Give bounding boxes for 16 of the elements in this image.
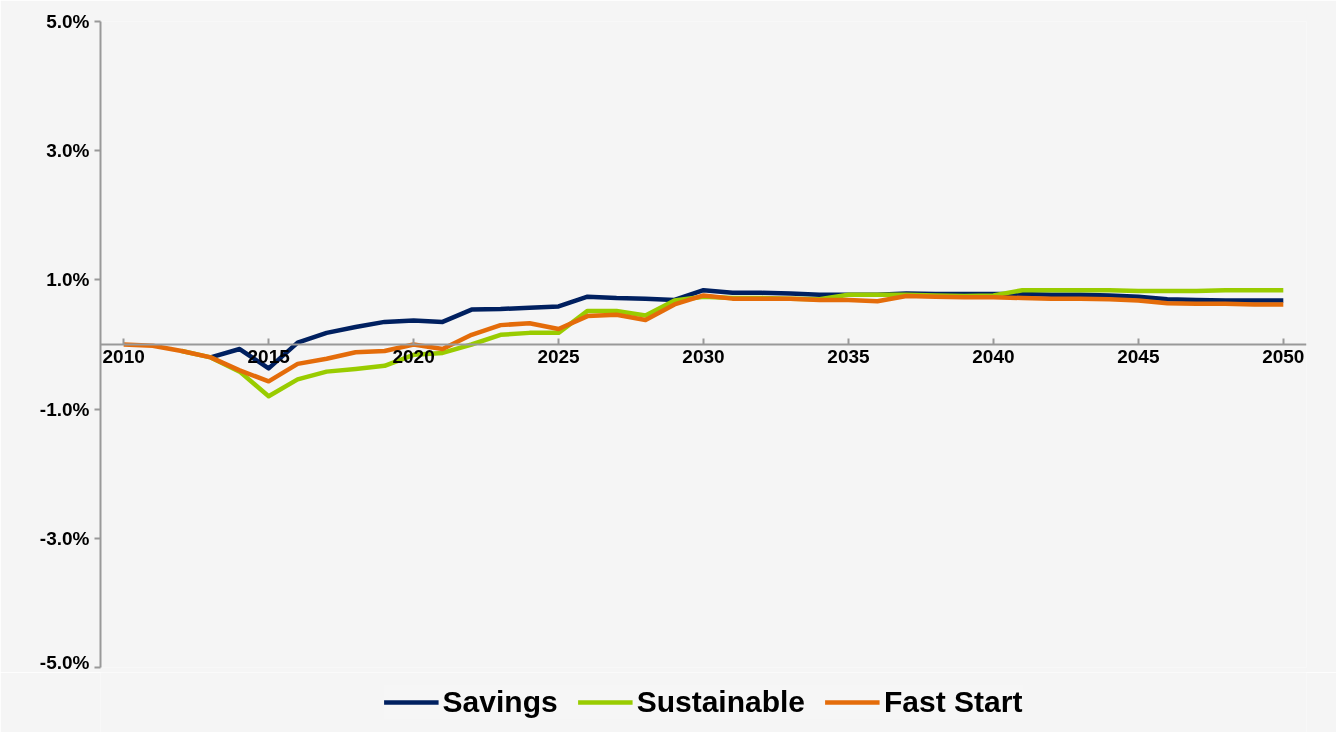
x-tick-label: 2010 <box>102 345 145 367</box>
y-tick-label: 5.0% <box>46 11 90 32</box>
x-tick-label: 2035 <box>827 345 871 367</box>
legend-label: Fast Start <box>884 685 1023 719</box>
x-tick-label: 2025 <box>537 345 581 367</box>
y-tick-label: 1.0% <box>46 269 90 291</box>
y-tick-label: -3.0% <box>39 527 90 549</box>
y-tick-label: -1.0% <box>39 398 90 420</box>
legend-label: Sustainable <box>636 685 806 719</box>
x-tick-label: 2040 <box>972 345 1015 367</box>
y-tick-label: -5.0% <box>39 651 90 673</box>
y-tick-label: 3.0% <box>46 140 90 162</box>
x-tick-label: 2045 <box>1117 345 1160 367</box>
x-tick-label: 2050 <box>1262 345 1305 367</box>
x-tick-label: 2030 <box>682 345 725 367</box>
legend-label: Savings <box>442 685 558 719</box>
